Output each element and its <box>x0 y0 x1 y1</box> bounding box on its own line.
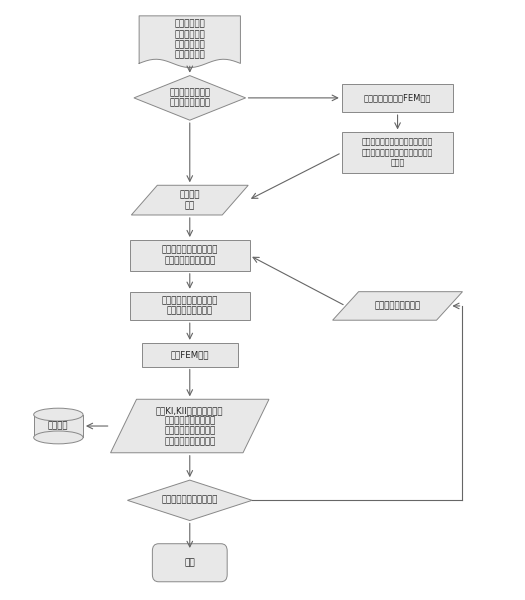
FancyBboxPatch shape <box>130 240 249 271</box>
FancyBboxPatch shape <box>152 544 227 582</box>
Text: 裂纹尖端是否已抵近边界: 裂纹尖端是否已抵近边界 <box>162 496 218 505</box>
Text: 根据最大拉压力初
始裂纹或指定位置: 根据最大拉压力初 始裂纹或指定位置 <box>169 88 211 107</box>
Bar <box>34 415 83 437</box>
Text: 划分网格或重建网格，建
立血管的有限元模型: 划分网格或重建网格，建 立血管的有限元模型 <box>162 296 218 316</box>
Polygon shape <box>139 16 240 68</box>
Ellipse shape <box>34 431 83 444</box>
Ellipse shape <box>34 408 83 421</box>
Text: 存储数据: 存储数据 <box>48 422 69 431</box>
Text: 求解FEM模型: 求解FEM模型 <box>171 350 209 359</box>
Text: 无裂纹血管模型的FEM分析: 无裂纹血管模型的FEM分析 <box>364 94 431 103</box>
FancyBboxPatch shape <box>342 133 454 173</box>
Polygon shape <box>128 480 252 521</box>
FancyBboxPatch shape <box>142 343 238 367</box>
Text: 建立含有裂纹的血管的物
理模型并施加边界条件: 建立含有裂纹的血管的物 理模型并施加边界条件 <box>162 246 218 265</box>
Text: 在管的几何、
材料、血压等
数据，以及裂
纹的萌初方式: 在管的几何、 材料、血压等 数据，以及裂 纹的萌初方式 <box>174 20 205 60</box>
FancyBboxPatch shape <box>342 83 454 112</box>
Polygon shape <box>333 292 463 320</box>
Text: 寻找内腔最大圆向拉应力的位置及
裂纹起始位置，计算初始裂纹的位
置信息: 寻找内腔最大圆向拉应力的位置及 裂纹起始位置，计算初始裂纹的位 置信息 <box>362 137 433 167</box>
Text: 更新的裂纹路径信息: 更新的裂纹路径信息 <box>374 301 421 310</box>
Text: 结束: 结束 <box>184 558 195 567</box>
Polygon shape <box>131 185 248 215</box>
Text: 初始裂纹
信息: 初始裂纹 信息 <box>180 190 200 210</box>
Polygon shape <box>111 399 269 453</box>
Text: 提及KI,KII，计算裂纹扩展
角与裂纹扩展速率；提
取其他必要数据结果，
计算新裂纹的尖端位置: 提及KI,KII，计算裂纹扩展 角与裂纹扩展速率；提 取其他必要数据结果， 计算… <box>156 406 224 446</box>
Polygon shape <box>134 76 246 120</box>
FancyBboxPatch shape <box>130 292 249 320</box>
